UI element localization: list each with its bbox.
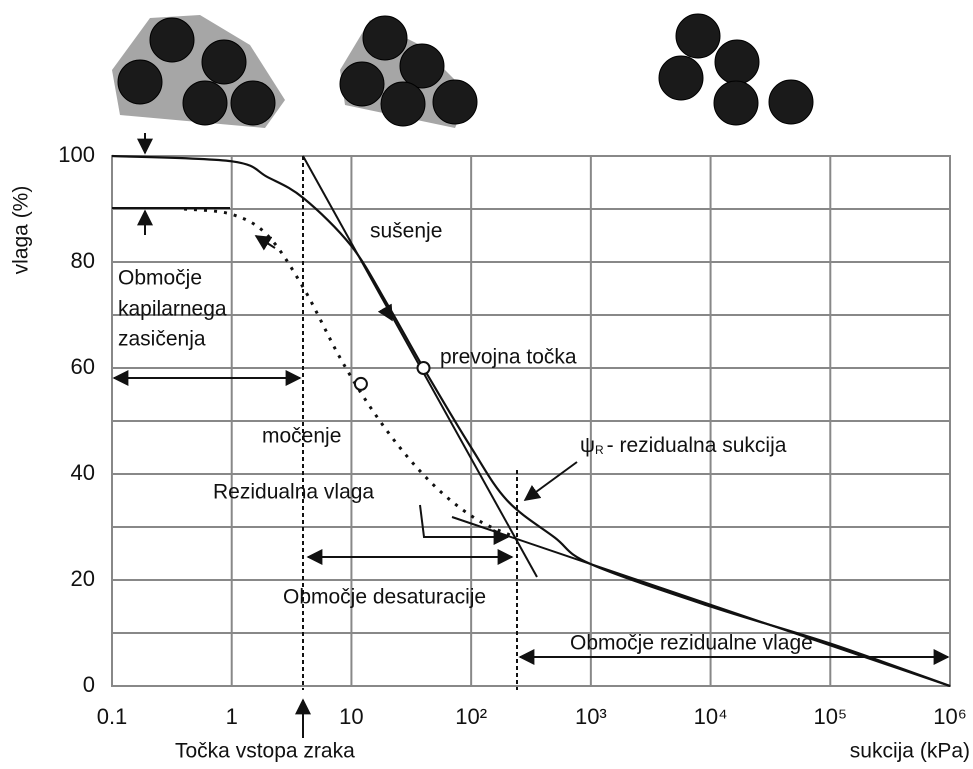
x-tick-label: 10²: [455, 704, 487, 729]
annotation: Območje: [118, 267, 202, 290]
y-tick-label: 40: [71, 460, 95, 485]
grid: [111, 155, 951, 687]
annotation: Območje rezidualne vlage: [570, 632, 813, 655]
y-tick-label: 80: [71, 248, 95, 273]
annotation: Rezidualna vlaga: [213, 481, 374, 504]
y-tick-label: 0: [83, 672, 95, 697]
y-tick-label: 60: [71, 354, 95, 379]
guides: [112, 133, 951, 738]
annotation: Točka vstopa zraka: [175, 740, 355, 763]
y-tick-label: 100: [58, 142, 95, 167]
annotation-part: R: [595, 443, 604, 457]
x-tick-label: 10⁵: [813, 704, 847, 729]
annotation: zasičenja: [118, 328, 206, 351]
x-axis-label: sukcija (kPa): [850, 740, 970, 763]
point: [416, 361, 431, 375]
y-tick-label: 20: [71, 566, 95, 591]
x-tick-label: 10⁴: [694, 704, 728, 729]
legend-label: močenje: [262, 425, 341, 448]
annotation-part: ψ: [580, 434, 595, 457]
point: [353, 376, 368, 391]
point-label: prevojna točka: [440, 346, 577, 369]
legend-label: sušenje: [370, 220, 442, 243]
x-tick-label: 10⁶: [933, 704, 967, 729]
x-tick-label: 10³: [575, 704, 607, 729]
series-line: [111, 154, 951, 688]
annotation: ψR - rezidualna sukcija: [580, 434, 787, 458]
particles: [112, 13, 814, 128]
y-axis-label: vlaga (%): [10, 186, 33, 275]
annotation: kapilarnega: [118, 298, 227, 321]
x-tick-label: 10: [339, 704, 363, 729]
plot: [111, 154, 951, 688]
x-tick-label: 1: [226, 704, 238, 729]
annotation-part: - rezidualna sukcija: [607, 434, 787, 457]
series-line: [183, 207, 518, 539]
x-tick-label: 0.1: [97, 704, 128, 729]
annotation: Območje desaturacije: [283, 586, 486, 609]
